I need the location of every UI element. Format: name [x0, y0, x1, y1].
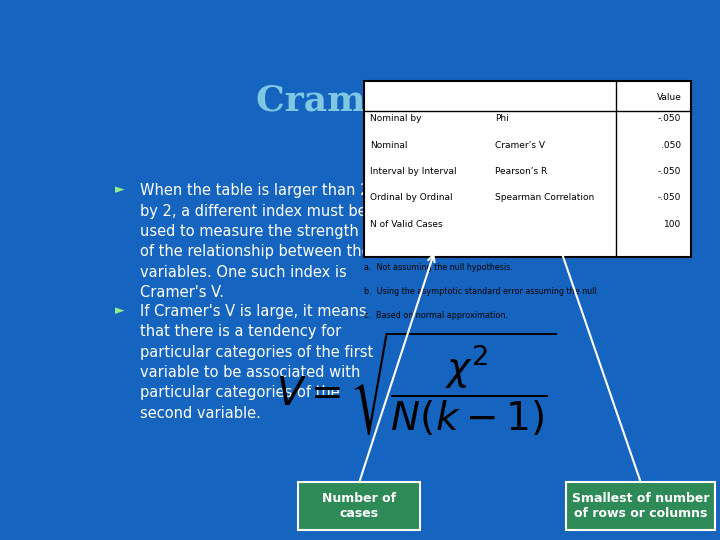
Text: Spearman Correlation: Spearman Correlation — [495, 193, 594, 202]
Text: -.050: -.050 — [658, 167, 681, 176]
Text: a.  Not assuming the null hypothesis.: a. Not assuming the null hypothesis. — [364, 263, 513, 272]
FancyBboxPatch shape — [566, 482, 715, 530]
Text: that there is a tendency for: that there is a tendency for — [140, 324, 341, 339]
Text: ►: ► — [115, 183, 125, 197]
Text: ►: ► — [115, 304, 125, 317]
Text: -.050: -.050 — [658, 114, 681, 123]
Text: of the relationship between the: of the relationship between the — [140, 245, 371, 259]
Text: $V = \sqrt{\dfrac{\chi^2}{N(k-1)}}$: $V = \sqrt{\dfrac{\chi^2}{N(k-1)}}$ — [276, 330, 557, 438]
Text: Phi: Phi — [495, 114, 508, 123]
Text: c.  Based on normal approximation.: c. Based on normal approximation. — [364, 311, 508, 320]
Text: Cramer’s V: Cramer’s V — [495, 140, 544, 150]
Text: -.050: -.050 — [658, 193, 681, 202]
Text: b.  Using the asymptotic standard error assuming the null: b. Using the asymptotic standard error a… — [364, 287, 596, 296]
Text: variable to be associated with: variable to be associated with — [140, 365, 361, 380]
Text: Number of
cases: Number of cases — [322, 492, 396, 520]
Text: Nominal by: Nominal by — [370, 114, 422, 123]
Text: Cramer's V.: Cramer's V. — [140, 285, 224, 300]
Text: variables. One such index is: variables. One such index is — [140, 265, 347, 280]
Text: 100: 100 — [664, 220, 681, 228]
Text: N of Valid Cases: N of Valid Cases — [370, 220, 443, 228]
Text: If Cramer's V is large, it means: If Cramer's V is large, it means — [140, 304, 367, 319]
Text: particular categories of the first: particular categories of the first — [140, 345, 374, 360]
Text: Cramer’s V: Cramer’s V — [256, 84, 482, 118]
Text: Smallest of number
of rows or columns: Smallest of number of rows or columns — [572, 492, 710, 520]
Text: by 2, a different index must be: by 2, a different index must be — [140, 204, 367, 219]
Text: .050: .050 — [661, 140, 681, 150]
Text: used to measure the strength: used to measure the strength — [140, 224, 359, 239]
Text: Value: Value — [657, 93, 681, 102]
Text: particular categories of the: particular categories of the — [140, 386, 340, 400]
Text: Ordinal by Ordinal: Ordinal by Ordinal — [370, 193, 453, 202]
Text: When the table is larger than 2: When the table is larger than 2 — [140, 183, 369, 198]
Text: second variable.: second variable. — [140, 406, 261, 421]
Text: Pearson’s R: Pearson’s R — [495, 167, 547, 176]
FancyBboxPatch shape — [298, 482, 420, 530]
Text: Nominal: Nominal — [370, 140, 408, 150]
Text: Interval by Interval: Interval by Interval — [370, 167, 456, 176]
